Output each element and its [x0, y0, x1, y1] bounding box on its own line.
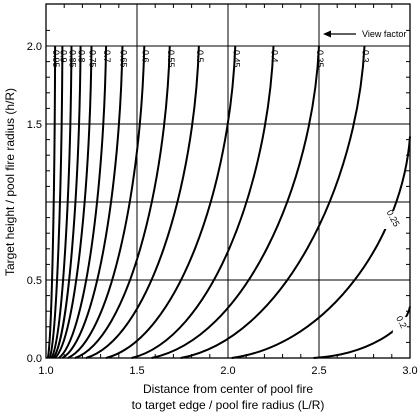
x-tick-label: 3.0 — [402, 365, 417, 377]
series-line-0.5 — [85, 45, 200, 359]
series-label-0.55: 0.55 — [166, 50, 176, 68]
x-tick-label: 2.0 — [220, 365, 235, 377]
series-line-0.2 — [313, 306, 411, 359]
series-line-0.25 — [231, 136, 411, 359]
y-axis-label: Target height / pool fire radius (h/R) — [3, 88, 17, 276]
series-group — [46, 45, 411, 359]
x-ticks: 1.0 1.5 2.0 2.5 3.0 — [38, 365, 417, 377]
series-label-0.35: 0.35 — [315, 50, 325, 68]
series-line-0.8 — [52, 45, 82, 359]
series-line-0.9 — [48, 45, 64, 359]
series-label-0.65: 0.65 — [118, 50, 128, 68]
x-axis-label-line2: to target edge / pool fire radius (L/R) — [132, 398, 325, 412]
y-tick-label: 0.0 — [27, 353, 42, 365]
x-axis-label-line1: Distance from center of pool fire — [143, 382, 313, 396]
annotation-text: View factor — [362, 29, 406, 39]
plot-frame — [45, 3, 411, 359]
series-line-0.75 — [54, 45, 93, 359]
series-label-0.9: 0.9 — [58, 50, 68, 63]
series-label-0.85: 0.85 — [67, 50, 77, 68]
series-line-0.45 — [105, 45, 237, 359]
series-line-0.4 — [131, 45, 275, 359]
annotation-arrowhead — [323, 30, 331, 38]
y-tick-label: 1.5 — [27, 119, 42, 131]
series-line-0.65 — [61, 45, 124, 359]
series-label-0.5: 0.5 — [195, 50, 205, 63]
series-line-0.6 — [67, 45, 146, 359]
series-label-0.75: 0.75 — [88, 50, 98, 68]
curve-labels: 0.950.9 0.85 0.8 0.75 0.7 0.65 0.6 0.55 0.5 0.45 0… — [51, 50, 409, 335]
series-line-0.7 — [58, 45, 108, 359]
y-tick-label: 2.0 — [27, 41, 42, 53]
series-label-bg-0.25 — [383, 211, 398, 230]
series-label-0.4: 0.4 — [270, 50, 280, 63]
series-label-0.45: 0.45 — [231, 50, 241, 68]
series-line-0.95 — [46, 45, 57, 359]
view-factor-annotation: View factor — [323, 29, 406, 39]
series-line-0.35 — [151, 45, 320, 359]
series-line-0.85 — [50, 45, 73, 359]
series-label-0.6: 0.6 — [140, 50, 150, 63]
y-tick-label: 0.5 — [27, 275, 42, 287]
series-line-0.55 — [74, 45, 171, 359]
grid — [45, 4, 411, 359]
series-label-0.8: 0.8 — [77, 50, 87, 63]
x-tick-label: 1.5 — [129, 365, 144, 377]
series-line-0.3 — [180, 45, 366, 359]
y-ticks: 0.0 0.5 1.5 2.0 — [27, 41, 42, 365]
series-label-0.3: 0.3 — [361, 50, 371, 63]
x-tick-label: 2.5 — [311, 365, 326, 377]
series-label-bg-0.2 — [392, 316, 407, 335]
x-tick-label: 1.0 — [38, 365, 53, 377]
series-label-0.7: 0.7 — [102, 50, 112, 63]
series-label-0.95: 0.95 — [51, 50, 61, 68]
